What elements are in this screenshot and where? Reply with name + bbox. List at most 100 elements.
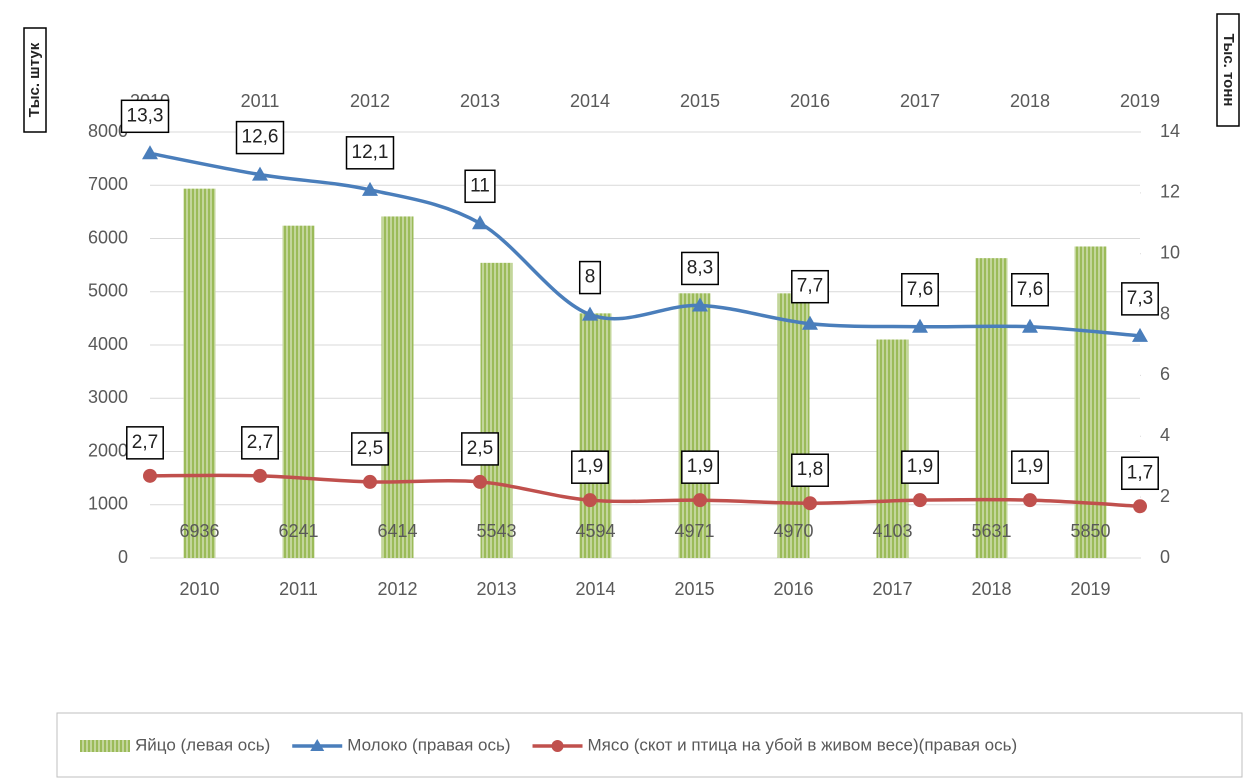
- data-label-box: [681, 450, 719, 484]
- marker: [693, 493, 707, 508]
- marker: [1022, 318, 1038, 333]
- bar-value-label: 6414: [377, 521, 417, 541]
- y-tick-label: 3000: [88, 387, 128, 407]
- y2-tick-label: 2: [1160, 486, 1170, 506]
- marker: [253, 468, 267, 483]
- bar-value-label: 4594: [575, 521, 615, 541]
- marker: [912, 318, 928, 333]
- bar-value-label: 4970: [773, 521, 813, 541]
- x-tick-label: 2017: [872, 579, 912, 599]
- marker: [803, 496, 817, 511]
- bar-value-label: 5543: [476, 521, 516, 541]
- data-label: 12,6: [242, 127, 279, 148]
- x-tick-label: 2016: [773, 579, 813, 599]
- data-label-box: [1121, 282, 1159, 316]
- data-label-box: [791, 453, 829, 487]
- data-label-box: [1011, 272, 1049, 307]
- marker: [252, 166, 268, 181]
- bar-value-label: 4971: [674, 521, 714, 541]
- marker: [802, 315, 818, 330]
- legend-box: [56, 712, 1243, 778]
- bar: [282, 225, 315, 558]
- data-label-box: [351, 432, 389, 466]
- data-label-box: [120, 99, 170, 134]
- bar: [777, 293, 810, 558]
- x2-tick-label: 2016: [790, 91, 830, 111]
- data-label: 7,6: [1017, 279, 1043, 300]
- bar: [579, 313, 612, 558]
- data-label-box: [571, 450, 609, 484]
- bar: [480, 262, 513, 558]
- data-label: 11: [470, 175, 490, 196]
- data-label-box: [461, 432, 499, 466]
- data-label-box: [235, 120, 285, 155]
- x2-tick-label: 2014: [570, 91, 610, 111]
- data-label-box: [126, 426, 164, 460]
- marker: [362, 181, 378, 196]
- x-tick-label: 2015: [674, 579, 714, 599]
- bar: [183, 188, 216, 558]
- legend-swatch: [80, 740, 130, 752]
- line: [149, 151, 1141, 338]
- bar: [1074, 246, 1107, 559]
- x-tick-label: 2018: [971, 579, 1011, 599]
- marker: [1132, 327, 1148, 342]
- marker: [473, 474, 487, 489]
- x2-tick-label: 2017: [900, 91, 940, 111]
- y2-axis-title-box: [1216, 13, 1240, 127]
- bar-value-label: 6936: [179, 521, 219, 541]
- x2-tick-label: 2012: [350, 91, 390, 111]
- y2-tick-label: 12: [1160, 182, 1180, 202]
- data-label: 7,6: [907, 279, 933, 300]
- data-label: 1,8: [797, 459, 823, 480]
- data-label: 7,3: [1127, 288, 1153, 309]
- marker: [472, 215, 488, 230]
- bar-value-label: 5631: [971, 521, 1011, 541]
- x2-tick-label: 2018: [1010, 91, 1050, 111]
- y2-axis-title: Тыс. тонн: [1220, 34, 1237, 107]
- marker: [143, 468, 157, 483]
- data-label-box: [681, 251, 719, 286]
- data-label: 7,7: [797, 276, 823, 297]
- data-label-box: [578, 260, 602, 295]
- legend-label: Мясо (скот и птица на убой в живом весе)…: [588, 735, 1018, 754]
- marker: [1133, 499, 1147, 514]
- data-label: 2,5: [467, 438, 493, 459]
- data-label: 1,9: [1017, 456, 1043, 477]
- y-tick-label: 7000: [88, 174, 128, 194]
- bar-value-label: 6241: [278, 521, 318, 541]
- x2-tick-label: 2013: [460, 91, 500, 111]
- bar-value-label: 5850: [1070, 521, 1110, 541]
- x-tick-label: 2012: [377, 579, 417, 599]
- data-label: 2,7: [247, 432, 273, 453]
- data-label: 1,9: [687, 456, 713, 477]
- data-label-box: [901, 450, 939, 484]
- data-label: 1,7: [1127, 462, 1153, 483]
- data-label-box: [791, 269, 829, 304]
- legend-label: Молоко (правая ось): [347, 735, 510, 754]
- marker: [583, 493, 597, 508]
- data-label-box: [345, 136, 395, 170]
- x2-tick-label: 2015: [680, 91, 720, 111]
- y2-tick-label: 4: [1160, 425, 1170, 445]
- y-tick-label: 0: [118, 547, 128, 567]
- data-label: 2,5: [357, 438, 383, 459]
- marker: [363, 474, 377, 489]
- y-tick-label: 1000: [88, 494, 128, 514]
- data-label-box: [1011, 450, 1049, 484]
- bar: [876, 339, 909, 558]
- bar: [678, 293, 711, 558]
- marker: [913, 493, 927, 508]
- x-tick-label: 2011: [279, 579, 318, 599]
- marker: [582, 306, 598, 321]
- y2-tick-label: 14: [1160, 121, 1180, 141]
- marker: [142, 145, 158, 160]
- data-label-box: [464, 169, 496, 204]
- legend-marker: [551, 740, 564, 752]
- bar: [975, 258, 1008, 558]
- y-tick-label: 5000: [88, 281, 128, 301]
- y-axis-title-box: [23, 27, 47, 133]
- x-tick-label: 2010: [179, 579, 219, 599]
- data-label-box: [901, 272, 939, 307]
